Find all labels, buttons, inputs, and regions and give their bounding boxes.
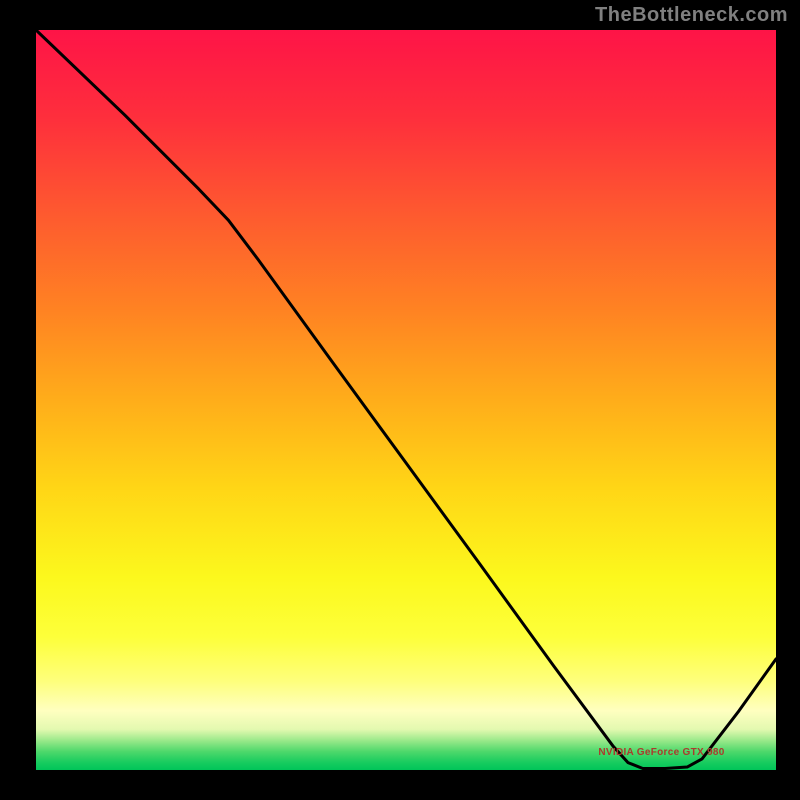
attribution-text: TheBottleneck.com bbox=[595, 4, 788, 27]
watermark-label: NVIDIA GeForce GTX 980 bbox=[598, 747, 724, 758]
plot-area: NVIDIA GeForce GTX 980 bbox=[36, 30, 776, 770]
bottleneck-curve bbox=[36, 30, 776, 770]
